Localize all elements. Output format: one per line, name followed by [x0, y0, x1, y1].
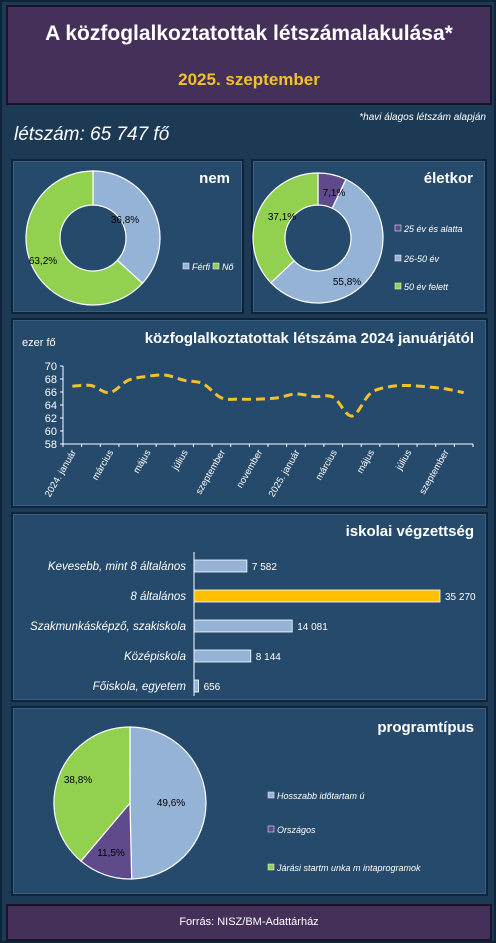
- slice-1: [270, 178, 384, 304]
- legend-label-2: 50 év felett: [404, 282, 449, 292]
- source-footer: Forrás: NISZ/BM-Adattárház: [6, 904, 492, 941]
- legend-swatch-0: [182, 262, 190, 270]
- x-tick-label-0: 2024. január: [43, 448, 79, 499]
- legend-label-1: 26-50 év: [403, 254, 440, 264]
- legend-label-0: 25 év és alatta: [403, 224, 463, 234]
- program-panel: programtípus 49,6% 11,5% 38,8% Hosszabb idő…: [11, 706, 488, 896]
- slice-label-1: 63,2%: [29, 256, 57, 267]
- slice-0: [92, 170, 161, 285]
- legend-swatch-1: [394, 254, 402, 262]
- category-label-1: 8 általános: [130, 591, 186, 603]
- slice-label-0: 7,1%: [323, 188, 346, 199]
- legend-label-0: Férfi: [192, 262, 211, 272]
- bar-value-label-4: 656: [204, 682, 221, 693]
- header-banner: A közfoglalkoztatottak létszámalakulása*…: [6, 5, 492, 105]
- slice-label-0: 36,8%: [111, 215, 139, 226]
- x-tick-label-10: szeptember: [417, 448, 451, 496]
- bar-3: [193, 649, 252, 663]
- page-title: A közfoglalkoztatottak létszámalakulása*: [45, 22, 453, 45]
- legend-swatch-2: [394, 282, 402, 290]
- x-tick-label-6: 2025. január: [267, 448, 303, 499]
- age-panel: életkor 7,1% 55,8% 37,1% 25 év és alatta 26-…: [251, 159, 487, 314]
- legend-swatch-1: [212, 262, 220, 270]
- category-label-3: Középiskola: [124, 651, 186, 663]
- bar-1: [193, 589, 441, 603]
- y-tick-label-3: 64: [45, 400, 57, 412]
- y-axis-title: ezer fő: [22, 337, 56, 349]
- gender-title: nem: [199, 170, 230, 187]
- category-label-2: Szakmunkásképző, szakiskola: [30, 621, 186, 633]
- education-title: iskolai végzettség: [345, 523, 474, 540]
- bar-value-label-1: 35 270: [445, 592, 476, 603]
- headcount-label: létszám: 65 747 fő: [14, 124, 170, 145]
- slice-label-2: 37,1%: [268, 212, 296, 223]
- age-donut-chart: 7,1% 55,8% 37,1% 25 év és alatta 26-50 év 50 …: [252, 172, 463, 304]
- slice-0: [129, 726, 207, 880]
- x-tick-label-8: május: [355, 448, 377, 476]
- y-tick-label-5: 68: [45, 374, 57, 386]
- y-tick-label-2: 62: [45, 413, 57, 425]
- bar-value-label-0: 7 582: [252, 562, 277, 573]
- legend-swatch-0: [267, 791, 275, 799]
- legend-swatch-1: [267, 825, 275, 833]
- category-label-4: Főiskola, egyetem: [93, 681, 187, 693]
- gender-panel: nem 36,8% 63,2% Férfi Nő: [11, 159, 244, 314]
- slice-label-0: 49,6%: [157, 798, 185, 809]
- age-title: életkor: [423, 170, 473, 187]
- legend-label-1: Nő: [222, 262, 234, 272]
- education-bar-chart: Kevesebb, mint 8 általános 7 582 8 általán…: [30, 552, 476, 696]
- y-tick-label-4: 66: [45, 387, 57, 399]
- x-tick-label-7: március: [314, 448, 340, 483]
- slice-label-2: 38,8%: [64, 775, 92, 786]
- slice-2: [53, 726, 131, 862]
- program-pie-chart: 49,6% 11,5% 38,8% Hosszabb időtartam ú Orszá…: [53, 726, 421, 880]
- x-tick-label-5: november: [235, 448, 266, 490]
- x-tick-label-3: július: [170, 448, 191, 473]
- legend-swatch-2: [267, 863, 275, 871]
- x-tick-label-4: szeptember: [194, 448, 228, 496]
- bar-value-label-3: 8 144: [256, 652, 281, 663]
- bar-0: [193, 559, 248, 573]
- y-tick-label-0: 58: [45, 439, 57, 451]
- program-title: programtípus: [377, 719, 474, 736]
- bar-value-label-2: 14 081: [297, 622, 328, 633]
- slice-label-1: 55,8%: [333, 277, 361, 288]
- x-tick-label-9: július: [394, 448, 415, 473]
- bar-4: [193, 679, 199, 693]
- x-tick-label-2: május: [131, 448, 153, 476]
- legend-label-2: Járási startm unka m intaprogramok: [276, 863, 421, 873]
- series-line: [72, 373, 464, 418]
- y-tick-label-6: 70: [45, 361, 57, 373]
- legend-label-0: Hosszabb időtartam ú: [277, 791, 365, 801]
- legend-label-1: Országos: [277, 825, 316, 835]
- legend-swatch-0: [394, 224, 402, 232]
- slice-1: [25, 170, 144, 306]
- y-tick-label-1: 60: [45, 426, 57, 438]
- bar-2: [193, 619, 293, 633]
- category-label-0: Kevesebb, mint 8 általános: [48, 561, 186, 573]
- monthly-panel: közfoglalkoztatottak létszáma 2024 januá…: [11, 318, 488, 508]
- slice-label-1: 11,5%: [97, 848, 125, 859]
- monthly-title: közfoglalkoztatottak létszáma 2024 januá…: [144, 330, 474, 347]
- gender-donut-chart: 36,8% 63,2% Férfi Nő: [25, 170, 234, 306]
- education-panel: iskolai végzettség Kevesebb, mint 8 álta…: [11, 512, 488, 702]
- x-tick-label-1: március: [90, 448, 116, 483]
- page-subtitle: 2025. szeptember: [178, 70, 320, 89]
- slice-2: [252, 172, 319, 284]
- footnote: *havi álagos létszám alapján: [359, 112, 486, 123]
